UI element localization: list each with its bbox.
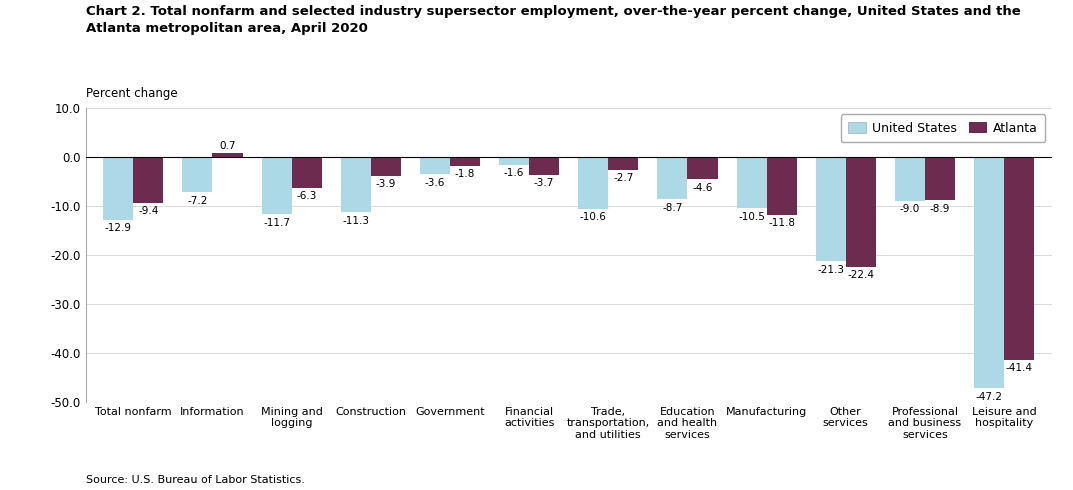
Text: Percent change: Percent change (86, 87, 177, 100)
Text: -1.8: -1.8 (455, 169, 475, 179)
Text: -21.3: -21.3 (818, 265, 844, 274)
Bar (766, 157, 796, 215)
Bar (578, 157, 608, 209)
Text: -1.6: -1.6 (504, 168, 525, 178)
Text: -6.3: -6.3 (296, 191, 317, 201)
Text: -22.4: -22.4 (848, 270, 874, 280)
Bar (341, 157, 371, 212)
Text: -3.9: -3.9 (376, 179, 396, 189)
Text: -3.6: -3.6 (425, 178, 445, 188)
Text: -47.2: -47.2 (975, 392, 1002, 401)
Text: Source: U.S. Bureau of Labor Statistics.: Source: U.S. Bureau of Labor Statistics. (86, 475, 305, 485)
Bar (420, 157, 450, 174)
Legend: United States, Atlanta: United States, Atlanta (840, 114, 1045, 142)
Bar (103, 157, 133, 220)
Text: -8.9: -8.9 (929, 204, 950, 214)
Bar (1004, 157, 1034, 360)
Bar (608, 157, 638, 170)
Bar (499, 157, 529, 165)
Bar (292, 157, 322, 188)
Bar (658, 157, 688, 199)
Text: 0.7: 0.7 (219, 142, 236, 151)
Text: -12.9: -12.9 (105, 223, 132, 233)
Bar (371, 157, 401, 176)
Text: -10.6: -10.6 (579, 212, 606, 222)
Text: Chart 2. Total nonfarm and selected industry supersector employment, over-the-ye: Chart 2. Total nonfarm and selected indu… (86, 5, 1020, 18)
Text: Atlanta metropolitan area, April 2020: Atlanta metropolitan area, April 2020 (86, 22, 368, 35)
Bar (925, 157, 955, 200)
Bar (133, 157, 163, 203)
Bar (846, 157, 876, 267)
Bar (974, 157, 1004, 388)
Bar (212, 153, 242, 157)
Text: -8.7: -8.7 (662, 203, 682, 213)
Text: -2.7: -2.7 (613, 173, 633, 183)
Bar (182, 157, 212, 192)
Bar (529, 157, 559, 175)
Text: -9.0: -9.0 (900, 204, 920, 214)
Bar (688, 157, 718, 179)
Bar (815, 157, 846, 261)
Text: -7.2: -7.2 (188, 196, 208, 205)
Bar (895, 157, 925, 201)
Text: -3.7: -3.7 (534, 178, 555, 188)
Bar (450, 157, 480, 166)
Text: -11.3: -11.3 (342, 216, 369, 225)
Text: -10.5: -10.5 (738, 212, 765, 221)
Bar (736, 157, 766, 208)
Text: -41.4: -41.4 (1005, 363, 1032, 373)
Text: -11.7: -11.7 (263, 218, 290, 227)
Text: -4.6: -4.6 (692, 183, 712, 193)
Text: -9.4: -9.4 (138, 206, 159, 216)
Text: -11.8: -11.8 (768, 218, 795, 228)
Bar (262, 157, 292, 214)
